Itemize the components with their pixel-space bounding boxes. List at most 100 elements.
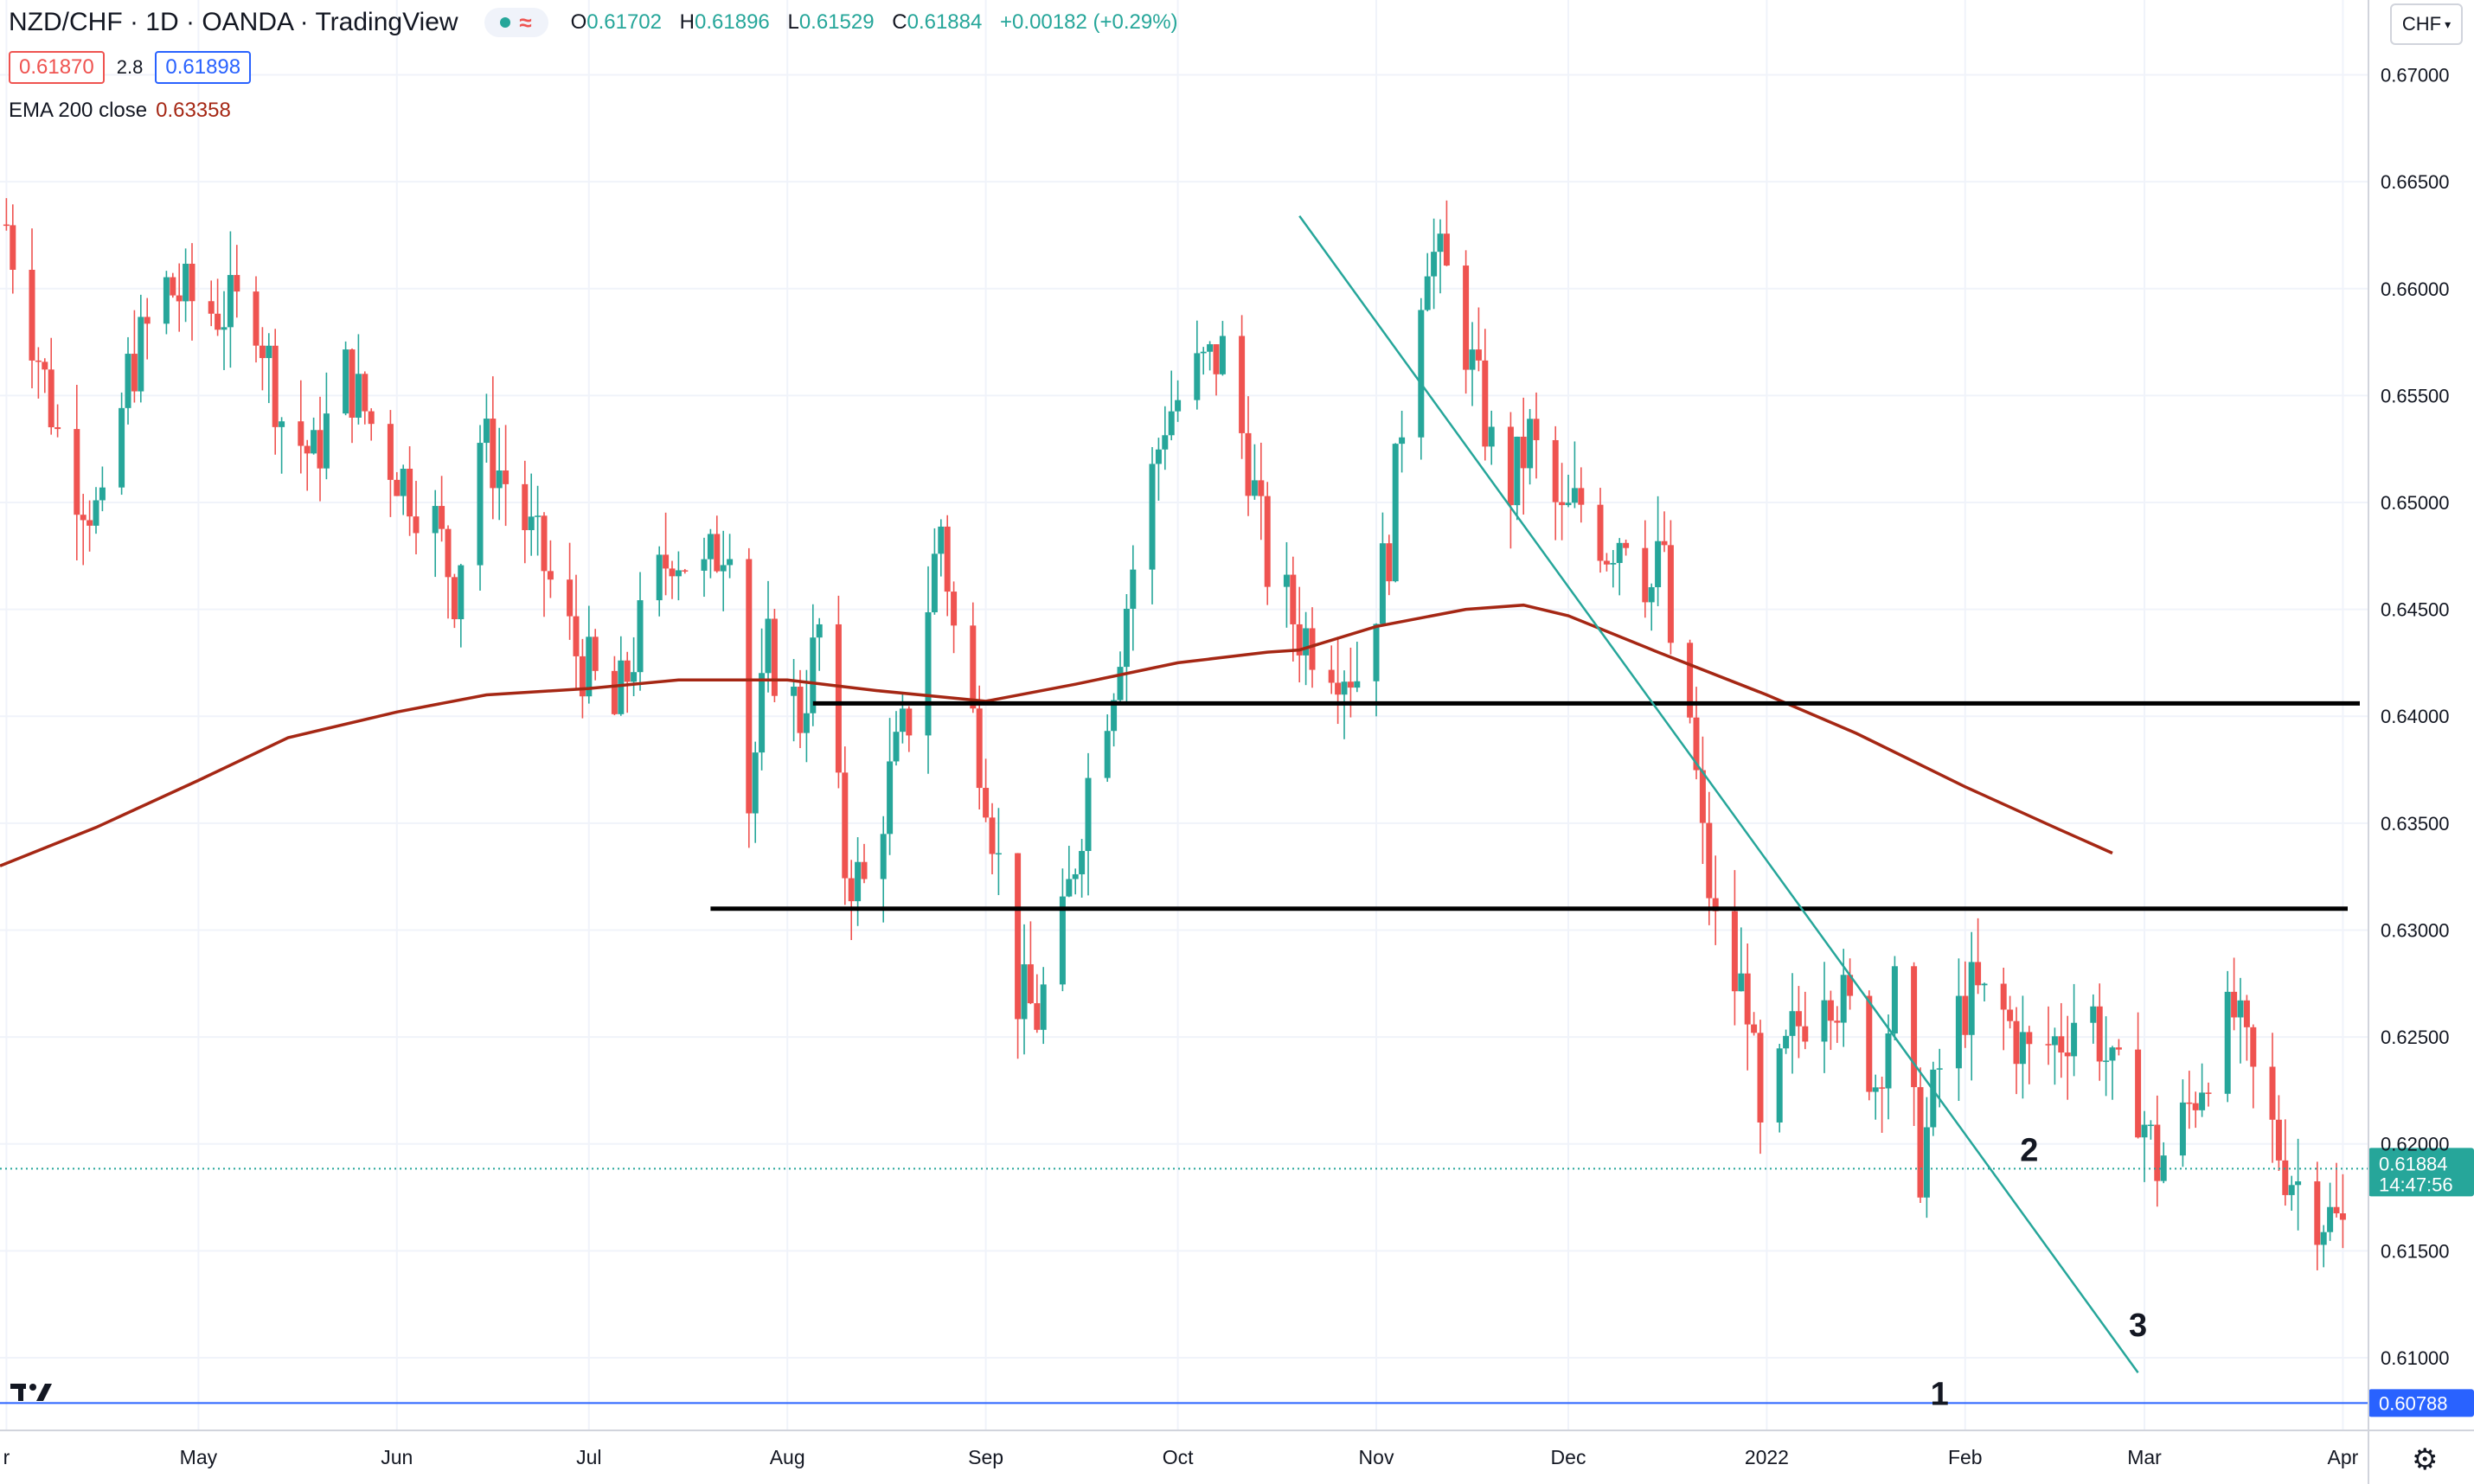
candle-body [1891,966,1898,1034]
candle-body [976,708,983,789]
candle-body [1149,464,1156,570]
candle-body [1687,643,1694,718]
candle-body [791,687,798,696]
candle-body [1795,1011,1802,1027]
tradingview-logo[interactable] [7,1377,62,1408]
candle-body [1155,449,1162,464]
candle-body [2243,1000,2250,1027]
candle-body [592,636,599,671]
y-tick-label: 0.62000 [2381,1134,2450,1155]
candle-body [119,407,125,488]
candle-body [1872,1087,1879,1092]
candle-body [1392,444,1399,582]
candle-body [10,225,16,270]
symbol-title[interactable]: NZD/CHF · 1D · OANDA · TradingView [9,8,458,36]
candle-body [2339,1213,2346,1220]
candle-body [1623,542,1630,548]
candle-body [323,413,330,469]
candle-body [1744,973,1751,1025]
candle-body [131,354,138,392]
y-tick-label: 0.63000 [2381,919,2450,941]
candle-body [682,570,689,572]
candle-body [2051,1036,2058,1046]
candle-body [1655,541,1662,587]
candle-body [1520,436,1527,469]
candle-body [304,445,311,454]
candle-body [144,317,151,324]
x-tick-label: Apr [2328,1446,2359,1468]
candle-body [1175,400,1182,412]
candle-body [2019,1032,2026,1065]
candle-body [99,487,106,501]
candle-body [298,421,304,446]
candle-body [1373,624,1380,681]
candle-body [675,570,682,577]
candle-body [720,565,727,572]
candle-body [1776,1048,1783,1123]
candle-body [707,534,714,560]
candle-body [1027,964,1034,1004]
indicator-legend[interactable]: EMA 200 close 0.63358 [9,99,1190,123]
candle-body [1783,1035,1790,1049]
x-tick-label: Mar [2127,1446,2162,1468]
candle-body [1431,252,1438,277]
candle-body [343,349,349,414]
candle-body [1200,351,1207,354]
candle-body [80,515,87,521]
candle-body [1104,731,1111,778]
candle-body [1597,504,1604,561]
candle-body [669,568,676,577]
candle-body [1527,419,1534,469]
candle-body [810,637,817,713]
candle-body [835,624,842,773]
y-tick-label: 0.66000 [2381,278,2450,300]
candle-body [855,861,862,902]
candle-body [1245,432,1252,496]
wave-label: 3 [2129,1308,2147,1344]
candle-body [451,577,458,619]
candle-body [1955,995,1962,1069]
candle-body [1309,628,1316,670]
candle-body [1834,1020,1841,1023]
candle-body [503,470,510,484]
candle-body [1578,488,1585,505]
candle-body [1130,569,1137,609]
currency-button[interactable]: CHF ▾ [2390,3,2463,45]
candle-body [2103,1060,2110,1062]
candle-body [2013,1020,2020,1065]
x-tick-label: r [3,1446,10,1468]
candle-body [311,430,317,454]
candle-body [87,520,93,526]
candle-body [1034,1003,1041,1030]
current-price-label-bg [2368,1148,2474,1197]
candle-body [631,672,638,682]
candle-body [2186,1102,2193,1104]
sell-price-button[interactable]: 0.61870 [9,51,105,84]
candle-body [387,424,394,480]
candle-body [848,878,855,902]
x-tick-label: 2022 [1745,1446,1789,1468]
candle-body [1379,543,1386,624]
candle-body [624,660,631,682]
buy-price-button[interactable]: 0.61898 [155,51,252,84]
gear-icon[interactable]: ⚙ [2412,1443,2439,1476]
candle-body [413,516,420,534]
candle-body [1111,700,1118,732]
candle-body [1123,608,1130,668]
market-status-pill[interactable]: ≈ [484,8,548,37]
candle-body [1059,896,1066,985]
x-tick-label: May [180,1446,218,1468]
candle-body [2288,1185,2295,1195]
chevron-down-icon: ▾ [2445,16,2452,31]
candle-body [349,349,356,418]
candle-body [1507,426,1514,506]
candle-body [458,565,465,619]
wave-icon: ≈ [519,9,532,35]
currency-label: CHF [2401,13,2442,35]
candle-body [1936,1068,1943,1070]
candle-body [1354,681,1361,688]
candle-body [1840,975,1847,1023]
candle-body [1911,966,1918,1088]
candle-body [1168,411,1175,436]
